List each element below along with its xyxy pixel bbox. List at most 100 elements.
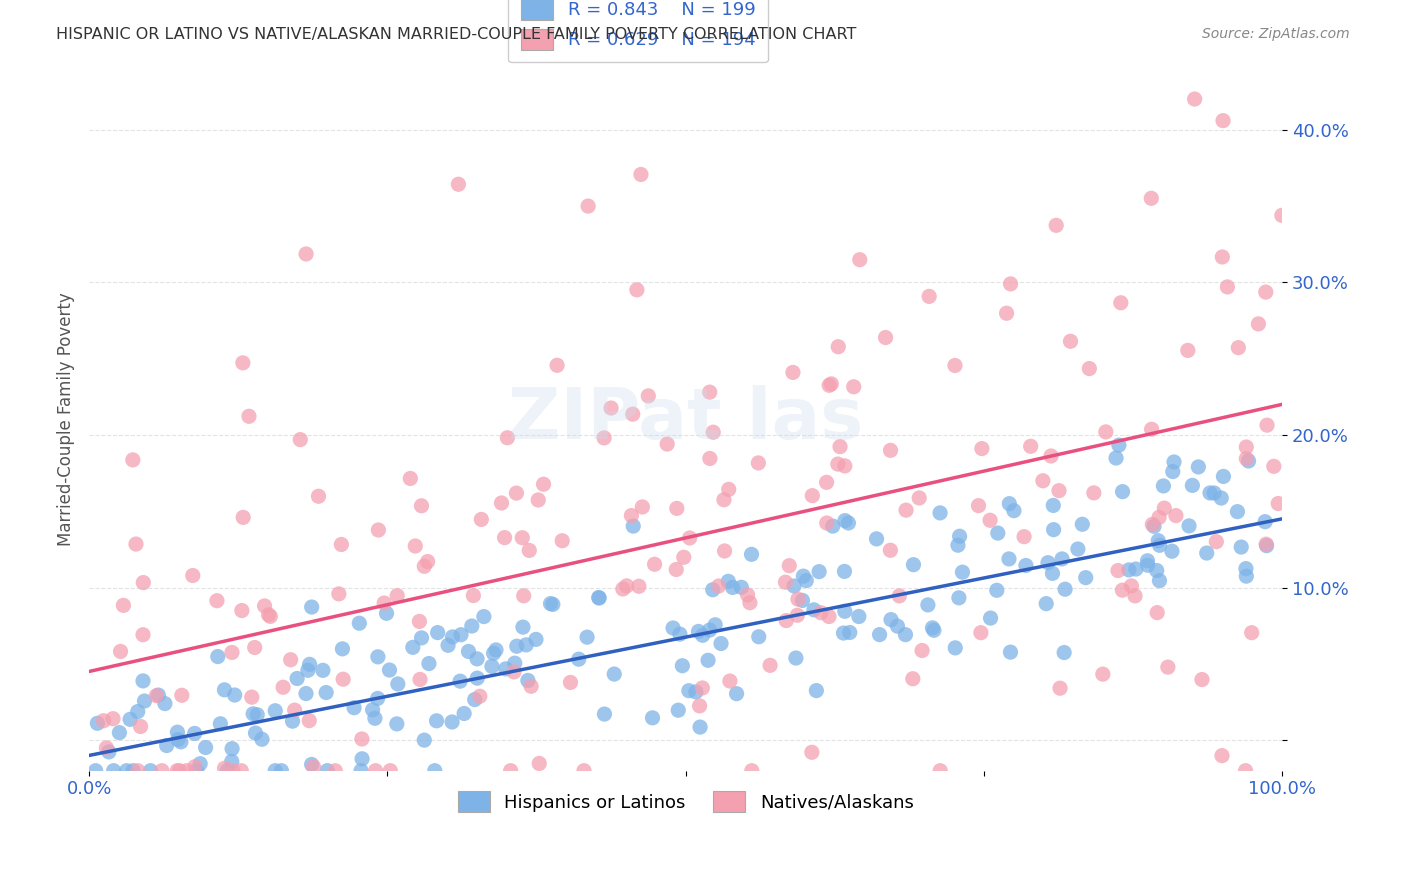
Point (576, 630, 599, 644)
Point (588, 591, 610, 605)
Point (929, 506, 952, 520)
Point (600, 401, 623, 415)
Point (786, 608, 808, 623)
Point (616, 579, 638, 593)
Point (929, 764, 952, 778)
Point (970, 442, 993, 456)
Point (188, 756, 211, 771)
Point (1000, 645, 1022, 659)
Point (167, 732, 190, 747)
Point (96, 740, 118, 755)
Point (512, 620, 534, 634)
Point (713, 544, 735, 558)
Point (737, 588, 759, 602)
Point (529, 756, 551, 771)
Point (783, 579, 806, 593)
Point (281, 714, 304, 728)
Point (820, 376, 842, 391)
Point (93, 714, 115, 728)
Point (630, 168, 652, 182)
Point (373, 596, 395, 610)
Point (207, 649, 229, 664)
Point (810, 606, 832, 620)
Point (943, 640, 966, 655)
Point (588, 591, 610, 605)
Point (1053, 646, 1076, 660)
Point (995, 306, 1018, 320)
Point (875, 330, 897, 344)
Point (998, 552, 1021, 566)
Point (97, 745, 120, 759)
Point (1230, 540, 1253, 554)
Point (411, 631, 433, 645)
Point (1247, 317, 1270, 331)
Point (620, 508, 643, 523)
Point (669, 627, 692, 641)
Point (800, 745, 823, 759)
Point (1042, 523, 1064, 537)
Point (367, 523, 389, 537)
Point (869, 627, 891, 641)
Point (551, 533, 574, 548)
Point (101, 712, 124, 726)
Point (827, 457, 849, 471)
Point (621, 519, 644, 533)
Point (741, 764, 763, 778)
Point (880, 613, 903, 627)
Point (349, 616, 371, 631)
Point (423, 764, 446, 778)
Point (270, 764, 292, 778)
Point (1019, 439, 1042, 453)
Point (378, 663, 401, 677)
Point (815, 475, 838, 490)
Point (221, 741, 243, 756)
Point (787, 592, 810, 607)
Point (503, 665, 526, 679)
Point (1149, 574, 1171, 588)
Point (411, 499, 433, 513)
Text: HISPANIC OR LATINO VS NATIVE/ALASKAN MARRIED-COUPLE FAMILY POVERTY CORRELATION C: HISPANIC OR LATINO VS NATIVE/ALASKAN MAR… (56, 27, 856, 42)
Point (1040, 449, 1063, 463)
Point (1136, 558, 1159, 573)
Point (1111, 484, 1133, 499)
Point (702, 425, 724, 440)
Point (1091, 667, 1114, 681)
Point (280, 653, 302, 667)
Point (506, 639, 529, 653)
Point (1199, 486, 1222, 500)
Point (1184, 92, 1206, 106)
Point (1032, 474, 1054, 488)
Point (644, 558, 666, 572)
Point (127, 705, 149, 719)
Point (948, 591, 970, 605)
Point (402, 640, 425, 655)
Point (1216, 280, 1239, 294)
Point (134, 694, 156, 708)
Point (1123, 589, 1146, 603)
Point (998, 497, 1021, 511)
Point (918, 289, 941, 303)
Point (1254, 515, 1277, 529)
Point (1050, 552, 1073, 566)
Point (103, 764, 125, 778)
Point (186, 764, 208, 778)
Point (949, 529, 972, 543)
Point (1153, 501, 1175, 516)
Point (838, 625, 860, 640)
Point (1049, 681, 1071, 696)
Point (637, 389, 659, 403)
Point (232, 356, 254, 370)
Point (688, 624, 710, 639)
Point (818, 609, 841, 624)
Point (834, 565, 856, 579)
Point (1256, 537, 1278, 551)
Point (702, 582, 724, 597)
Point (834, 604, 856, 618)
Point (426, 625, 449, 640)
Point (352, 752, 374, 766)
Point (464, 692, 486, 706)
Point (842, 380, 865, 394)
Point (166, 725, 188, 739)
Point (437, 638, 460, 652)
Point (1047, 483, 1070, 498)
